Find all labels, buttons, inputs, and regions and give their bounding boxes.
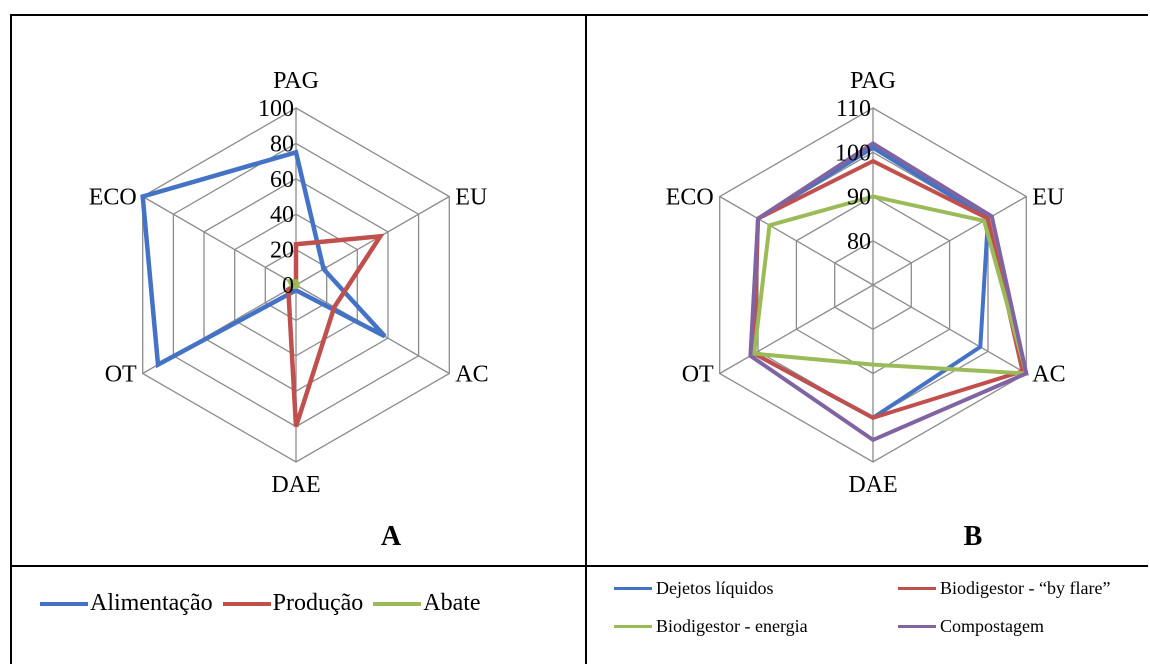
legend-label: Dejetos líquidos bbox=[656, 578, 774, 598]
table-top-rule bbox=[10, 14, 1148, 16]
axis-label: EU bbox=[455, 185, 487, 211]
axis-label: PAG bbox=[850, 68, 896, 94]
grid-spoke bbox=[295, 195, 450, 286]
legend-label: Abate bbox=[423, 590, 481, 616]
series-line bbox=[285, 233, 385, 428]
axis-label: AC bbox=[455, 362, 488, 388]
tick-label: 100 bbox=[835, 140, 871, 166]
tick-label: 20 bbox=[270, 238, 294, 264]
panel-label: A bbox=[381, 521, 402, 552]
legend-label: Biodigestor - energia bbox=[656, 616, 808, 636]
legend-b-item-by-flare: Biodigestor - “by flare” bbox=[898, 578, 1110, 599]
legend-label: Biodigestor - “by flare” bbox=[940, 578, 1111, 598]
grid-spoke bbox=[719, 284, 874, 375]
tick-label: 110 bbox=[836, 96, 871, 122]
tick-label: 80 bbox=[270, 131, 294, 157]
table-left-rule bbox=[10, 14, 12, 664]
legend-swatch bbox=[614, 587, 652, 590]
series-line bbox=[748, 141, 1029, 443]
tick-label: 40 bbox=[270, 202, 294, 228]
series-line bbox=[140, 149, 387, 369]
legend-label: Compostagem bbox=[940, 616, 1044, 636]
legend-swatch bbox=[614, 625, 652, 628]
legend-swatch bbox=[222, 601, 271, 606]
axis-label: EU bbox=[1032, 185, 1064, 211]
legend-b-item-dejetos: Dejetos líquidos bbox=[614, 578, 774, 599]
legend-a: Alimentação Produção Abate bbox=[40, 590, 491, 617]
legend-b-item-energia: Biodigestor - energia bbox=[614, 616, 808, 637]
axis-label: ECO bbox=[666, 185, 714, 211]
legend-label: Produção bbox=[272, 590, 364, 616]
tick-label: 0 bbox=[282, 273, 294, 299]
axis-label: OT bbox=[682, 362, 714, 388]
grid-spoke bbox=[872, 284, 1027, 375]
axis-label: OT bbox=[105, 362, 137, 388]
legend-swatch bbox=[898, 625, 936, 628]
axis-label: PAG bbox=[273, 68, 319, 94]
grid-spoke bbox=[719, 195, 874, 286]
legend-b-item-compostagem: Compostagem bbox=[898, 616, 1044, 637]
axis-label: ECO bbox=[89, 185, 137, 211]
axis-label: DAE bbox=[848, 472, 897, 498]
tick-label: 60 bbox=[270, 167, 294, 193]
panel-label: B bbox=[964, 521, 983, 552]
legend-item-alimentacao: Alimentação bbox=[40, 590, 213, 617]
legend-swatch bbox=[40, 601, 88, 606]
table-middle-rule bbox=[585, 14, 587, 664]
series-line bbox=[752, 145, 991, 421]
legend-label: Alimentação bbox=[90, 590, 213, 616]
table-row-rule bbox=[10, 565, 1148, 567]
series-line bbox=[751, 194, 1029, 376]
legend-item-abate: Abate bbox=[373, 590, 481, 617]
legend-swatch bbox=[373, 601, 422, 606]
axis-label: DAE bbox=[271, 472, 320, 498]
tick-label: 80 bbox=[847, 229, 871, 255]
legend-item-producao: Produção bbox=[222, 590, 364, 617]
grid-spoke bbox=[142, 195, 297, 286]
legend-swatch bbox=[898, 587, 936, 590]
tick-label: 90 bbox=[847, 185, 871, 211]
grid-spoke bbox=[872, 195, 1027, 286]
tick-label: 100 bbox=[258, 96, 294, 122]
axis-label: AC bbox=[1032, 362, 1065, 388]
series-line bbox=[286, 279, 300, 290]
